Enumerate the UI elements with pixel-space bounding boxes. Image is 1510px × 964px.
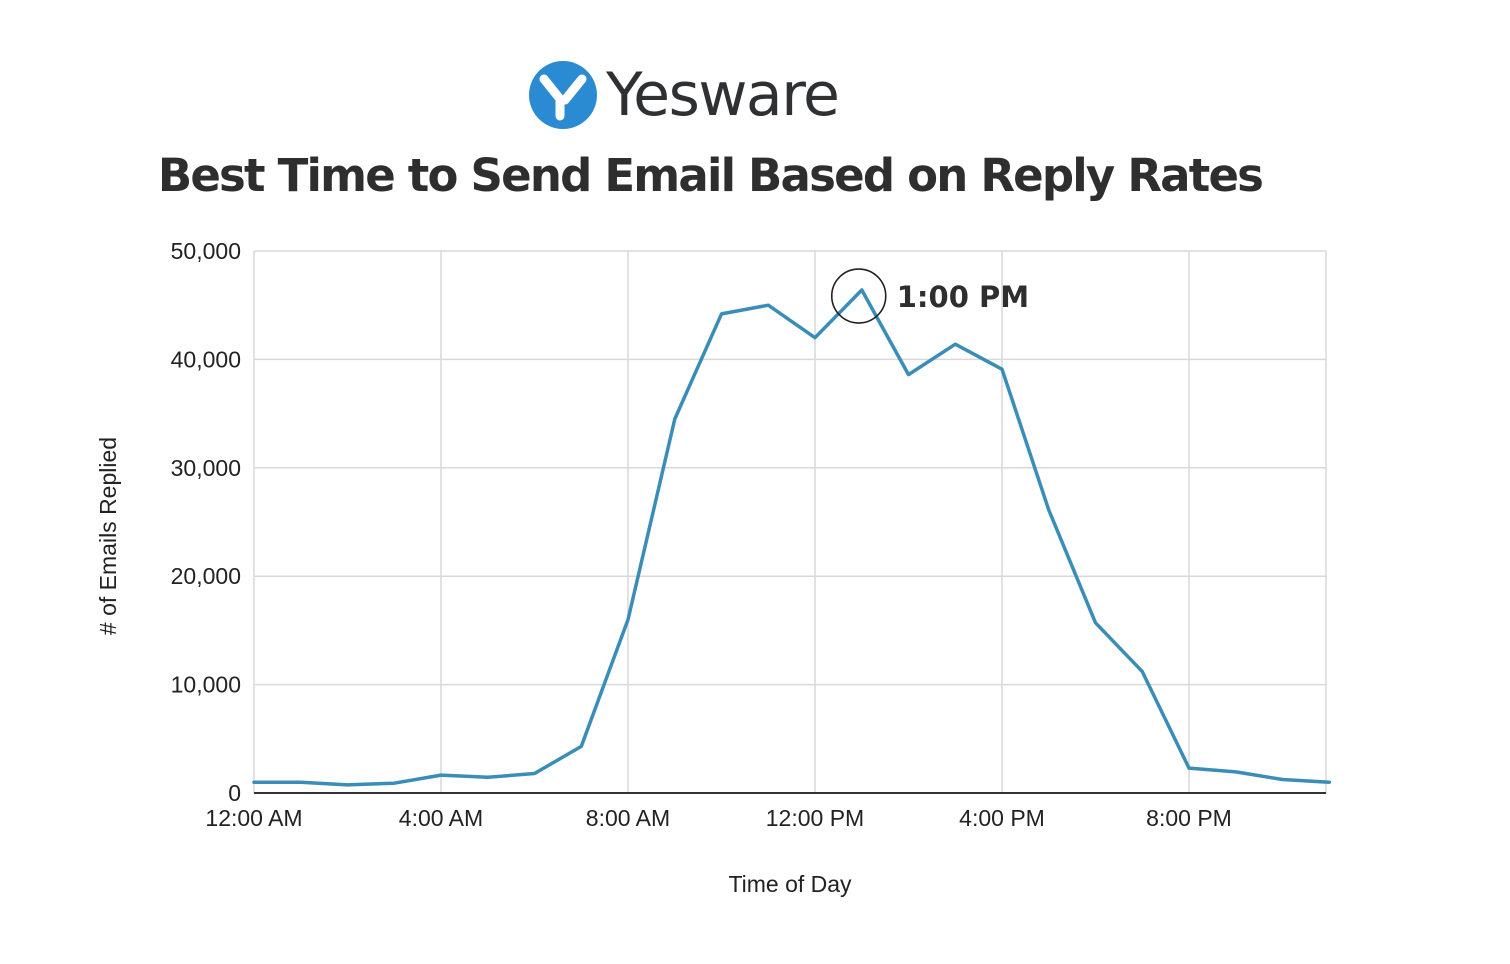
brand-header: Yesware: [528, 58, 840, 132]
y-axis-label: # of Emails Replied: [95, 437, 121, 635]
y-tick-label: 10,000: [171, 672, 241, 698]
y-tick-label: 40,000: [171, 346, 241, 372]
series-line: [252, 288, 1332, 787]
x-tick-label: 12:00 AM: [205, 805, 302, 831]
y-tick-label: 20,000: [171, 563, 241, 589]
y-tick-label: 0: [228, 780, 241, 806]
y-tick-label: 30,000: [171, 455, 241, 481]
chart-title: Best Time to Send Email Based on Reply R…: [157, 149, 1264, 202]
annotation-circle: [830, 268, 887, 324]
x-tick-labels: 12:00 AM 4:00 AM 8:00 AM 12:00 PM 4:00 PM 8:0…: [205, 805, 1231, 831]
x-tick-label: 8:00 AM: [586, 805, 670, 831]
x-tick-label: 4:00 PM: [959, 805, 1045, 831]
x-tick-label: 8:00 PM: [1146, 805, 1232, 831]
yesware-logo-icon: [529, 61, 597, 129]
x-tick-label: 12:00 PM: [766, 805, 864, 831]
series-layer: [252, 288, 1332, 787]
y-tick-label: 50,000: [171, 238, 241, 264]
annotation-label: 1:00 PM: [897, 280, 1029, 314]
grid-lines: [253, 250, 1327, 793]
y-tick-labels: 0 10,000 20,000 30,000 40,000 50,000: [171, 238, 241, 806]
brand-name: Yesware: [606, 60, 840, 130]
x-axis-label: Time of Day: [728, 871, 852, 897]
x-tick-label: 4:00 AM: [399, 805, 483, 831]
annotation-layer: 1:00 PM: [830, 268, 1029, 324]
